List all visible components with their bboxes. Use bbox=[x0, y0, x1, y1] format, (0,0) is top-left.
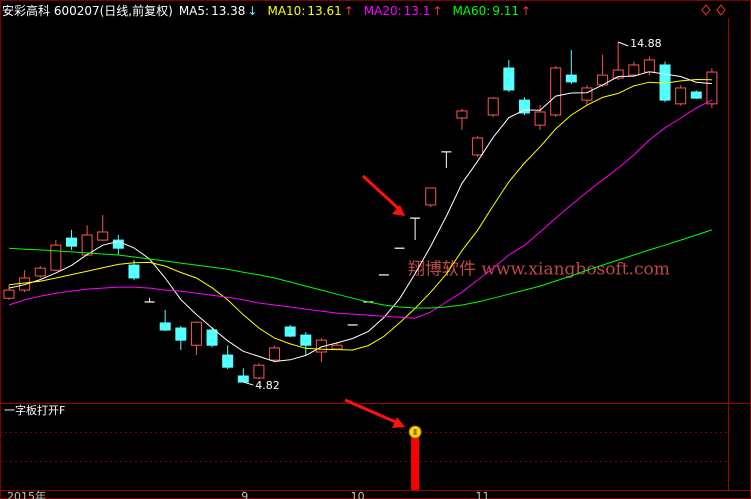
candle-body bbox=[550, 67, 562, 116]
watermark: 翔博软件 www.xiangbosoft.com bbox=[408, 260, 670, 280]
candle-body bbox=[159, 322, 171, 331]
candle-body bbox=[190, 321, 202, 346]
low-pointer bbox=[243, 381, 254, 386]
high-pointer bbox=[617, 41, 629, 47]
candle-body bbox=[534, 111, 546, 126]
candle-body bbox=[65, 237, 77, 247]
ma-line bbox=[8, 78, 712, 351]
candle-body bbox=[237, 375, 249, 383]
candle-body bbox=[690, 91, 702, 99]
ma-trend: ↑ bbox=[432, 4, 443, 18]
ma-line bbox=[8, 71, 712, 363]
candle-body bbox=[128, 264, 140, 279]
x-tick-label: 2015年 bbox=[7, 489, 46, 499]
x-tick-label: 11 bbox=[476, 490, 490, 499]
ma-value: 9.11 bbox=[492, 4, 520, 18]
low-label: 4.82 bbox=[255, 379, 279, 392]
candle-body bbox=[581, 87, 593, 101]
ma-name: MA5: bbox=[178, 4, 210, 18]
ma-trend: ↓ bbox=[247, 4, 258, 18]
candle-body bbox=[222, 354, 234, 368]
ma-name: MA60: bbox=[452, 4, 491, 18]
candle-body bbox=[487, 97, 499, 116]
x-tick-label: 10 bbox=[351, 490, 365, 499]
candle-body bbox=[269, 347, 281, 361]
candle-body bbox=[3, 289, 15, 299]
ma-line bbox=[8, 99, 713, 319]
ma-trend: ↑ bbox=[343, 4, 354, 18]
candle-body bbox=[675, 87, 687, 105]
arrows bbox=[344, 174, 405, 428]
stock-title: 安彩高科 600207(日线,前复权) bbox=[2, 4, 173, 18]
ma-name: MA10: bbox=[267, 4, 306, 18]
candle-body bbox=[612, 69, 624, 79]
candle-body bbox=[331, 344, 343, 350]
candle-body bbox=[50, 244, 62, 271]
ma-value: 13.38 bbox=[211, 4, 246, 18]
candle-body bbox=[284, 326, 296, 337]
candle-body bbox=[518, 99, 530, 114]
candle-body bbox=[300, 334, 312, 346]
candle-body bbox=[706, 71, 718, 105]
candle-body bbox=[456, 110, 468, 119]
signal-bar bbox=[411, 432, 420, 490]
ma-value: 13.61 bbox=[307, 4, 342, 18]
ma-trend: ↑ bbox=[521, 4, 532, 18]
candle-body bbox=[112, 239, 124, 249]
signal-coin-mark bbox=[413, 429, 417, 435]
x-tick-label: 9 bbox=[241, 490, 248, 499]
header: 安彩高科 600207(日线,前复权) MA5: 13.38 ↓ MA10: 13.61 ↑… bbox=[2, 2, 541, 19]
high-label: 14.88 bbox=[630, 37, 662, 50]
candle-body bbox=[472, 137, 484, 156]
candle-body bbox=[34, 267, 46, 277]
candle-body bbox=[97, 231, 109, 241]
candle-body bbox=[253, 364, 265, 379]
candle-body bbox=[643, 59, 655, 73]
ma-value: 13.1 bbox=[403, 4, 431, 18]
candle-body bbox=[175, 327, 187, 341]
indicator-title: 一字板打开F bbox=[4, 403, 65, 417]
candle-body bbox=[565, 74, 577, 83]
candle-body bbox=[425, 187, 437, 206]
ma-name: MA20: bbox=[363, 4, 402, 18]
candle-body bbox=[503, 67, 515, 91]
ma-line bbox=[8, 229, 713, 309]
window-icons[interactable] bbox=[701, 4, 726, 16]
candle-body bbox=[628, 64, 640, 76]
candle-body bbox=[206, 329, 218, 346]
